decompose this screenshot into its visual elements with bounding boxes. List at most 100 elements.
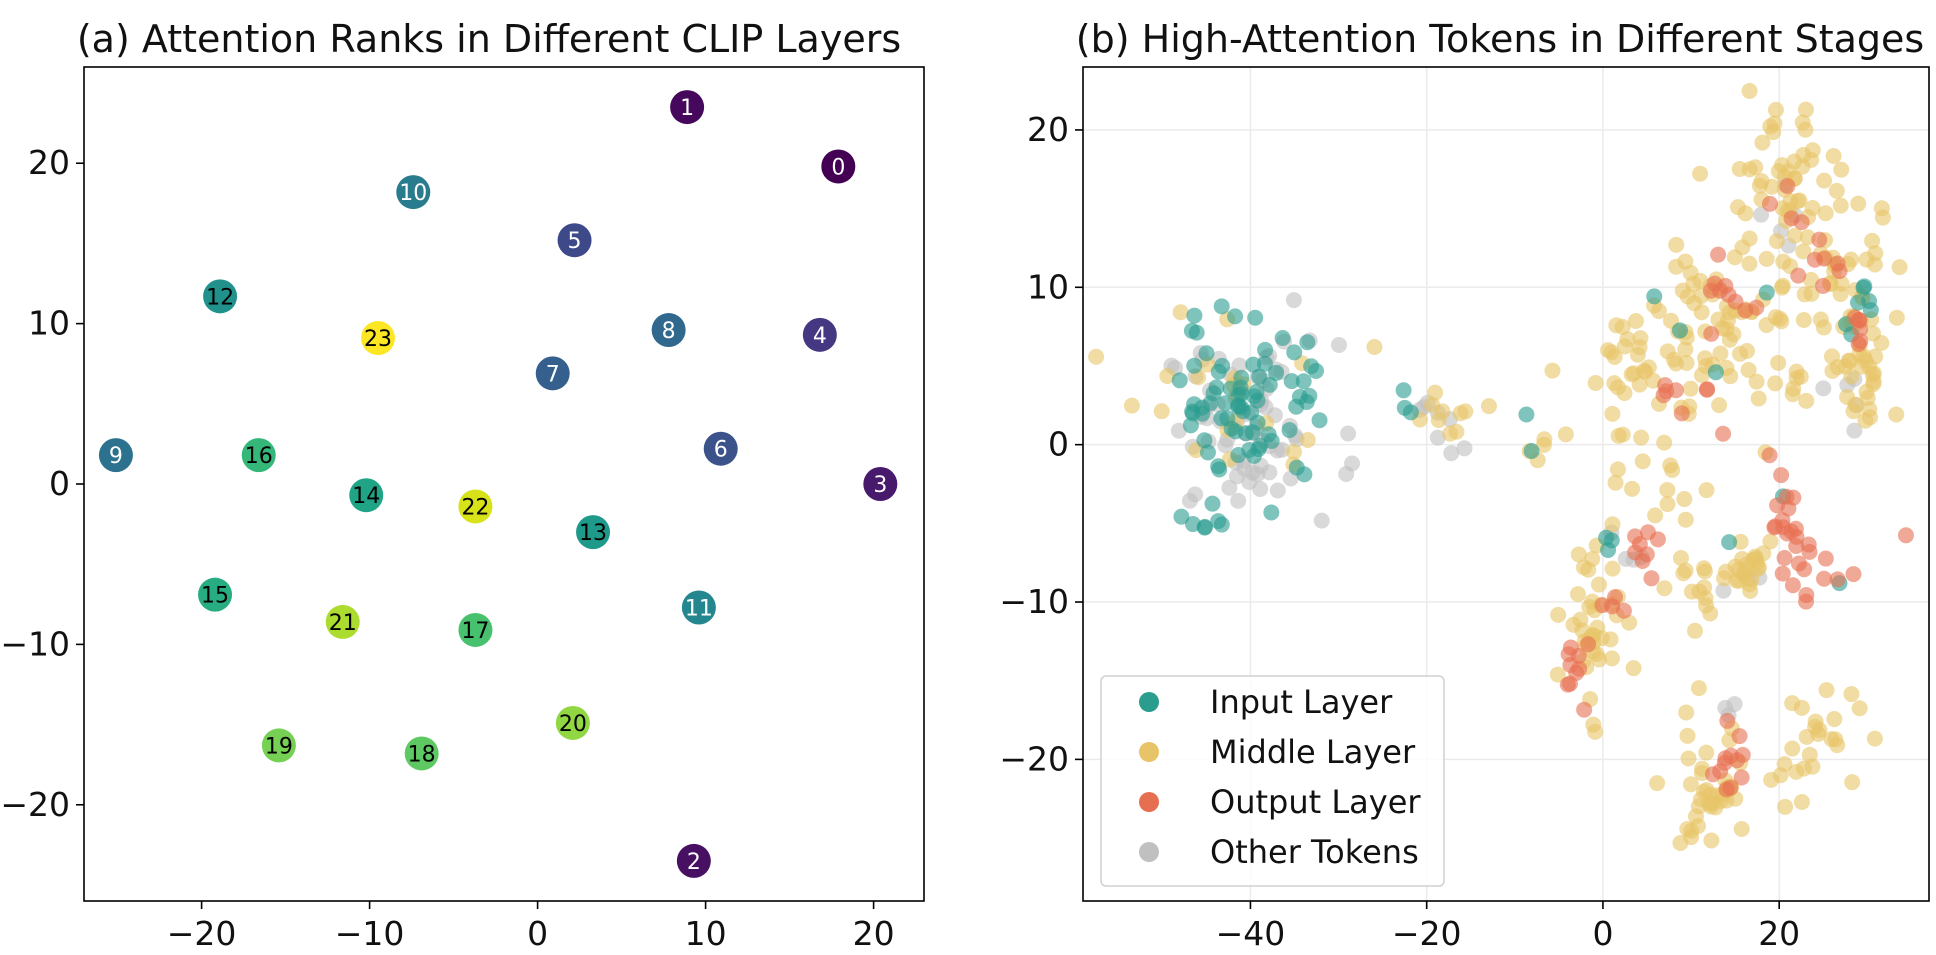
a-point-marker	[555, 705, 590, 740]
b-point	[1213, 298, 1230, 315]
b-point	[1616, 384, 1633, 401]
b-point	[1773, 313, 1790, 330]
b-point	[1758, 284, 1775, 301]
b-point	[1786, 153, 1803, 170]
b-point	[1817, 550, 1834, 567]
a-point-layer-18: 18	[404, 736, 439, 771]
b-point	[1303, 358, 1320, 375]
b-point	[1793, 794, 1810, 811]
b-point	[1773, 467, 1790, 484]
b-point	[1762, 195, 1779, 212]
b-point	[1856, 278, 1873, 295]
b-point	[1593, 630, 1610, 647]
b-point	[1550, 606, 1567, 623]
b-point	[1590, 576, 1607, 593]
b-point	[1844, 774, 1861, 791]
b-point	[1779, 525, 1796, 542]
a-point-layer-14: 14	[349, 478, 384, 513]
b-point	[1862, 409, 1879, 426]
a-point-marker	[651, 313, 686, 348]
b-point	[1755, 545, 1772, 562]
b-point	[1811, 231, 1828, 248]
b-point	[1767, 518, 1784, 535]
b-point	[1783, 210, 1800, 227]
b-point	[1712, 345, 1729, 362]
b-point	[1803, 285, 1820, 302]
legend-marker	[1139, 742, 1159, 762]
b-point	[1682, 380, 1699, 397]
b-point	[1761, 447, 1778, 464]
b-point	[1750, 390, 1767, 407]
a-point-marker	[203, 279, 238, 314]
legend-label: Input Layer	[1210, 683, 1393, 721]
a-point-label: 11	[685, 596, 713, 621]
b-series-output-layer	[1559, 177, 1914, 798]
b-point	[1274, 329, 1291, 346]
b-point	[1891, 259, 1908, 276]
a-point-layer-22: 22	[458, 489, 493, 524]
b-point	[1299, 334, 1316, 351]
a-point-marker	[98, 438, 133, 473]
b-point	[1748, 299, 1765, 316]
b-point	[1774, 565, 1791, 582]
b-point	[1850, 294, 1867, 311]
a-point-label: 0	[831, 155, 845, 180]
b-point	[1677, 341, 1694, 358]
a-point-label: 15	[201, 584, 229, 609]
b-point	[1719, 712, 1736, 729]
b-point	[1625, 660, 1642, 677]
b-point	[1603, 532, 1620, 549]
a-point-layer-1: 1	[670, 90, 705, 125]
b-point	[1784, 386, 1801, 403]
b-point	[1788, 537, 1805, 554]
a-point-marker	[576, 515, 611, 550]
a-point-label: 21	[329, 611, 357, 636]
b-point	[1833, 161, 1850, 178]
a-point-label: 10	[399, 181, 427, 206]
b-point	[1733, 820, 1750, 837]
b-point	[1682, 776, 1699, 793]
b-point	[1188, 324, 1205, 341]
b-ytick-label: 0	[1048, 425, 1069, 464]
b-point	[1268, 364, 1285, 381]
b-point	[1671, 322, 1688, 339]
b-point	[1659, 481, 1676, 498]
a-point-label: 13	[579, 521, 607, 546]
b-point	[1678, 704, 1695, 721]
b-point	[1452, 405, 1469, 422]
b-point	[1676, 491, 1693, 508]
b-point	[1675, 565, 1692, 582]
b-point	[1656, 580, 1673, 597]
a-point-marker	[458, 489, 493, 524]
b-ytick-label: −20	[999, 739, 1069, 778]
b-point	[1544, 362, 1561, 379]
b-point	[1815, 319, 1832, 336]
a-point-marker	[458, 612, 493, 647]
b-point	[1864, 232, 1881, 249]
a-point-layer-3: 3	[863, 467, 898, 501]
a-point-label: 3	[873, 473, 887, 498]
b-point	[1795, 243, 1812, 260]
b-point	[1786, 227, 1803, 244]
b-point	[1800, 536, 1817, 553]
b-point	[1430, 411, 1447, 428]
b-point	[1707, 364, 1724, 381]
b-point	[1230, 492, 1247, 509]
b-point	[1753, 173, 1770, 190]
b-point	[1587, 374, 1604, 391]
b-point	[1845, 403, 1862, 420]
b-point	[1210, 363, 1227, 380]
b-point	[1743, 571, 1760, 588]
b-point	[1829, 571, 1846, 588]
b-point	[1604, 405, 1621, 422]
b-point	[1625, 365, 1642, 382]
a-point-layer-6: 6	[703, 431, 738, 466]
b-point	[1210, 513, 1227, 530]
b-point	[1557, 426, 1574, 443]
b-point	[1803, 271, 1820, 288]
b-point	[1186, 307, 1203, 324]
b-point	[1832, 285, 1849, 302]
b-point	[1677, 511, 1694, 528]
a-xtick-label: 0	[527, 914, 548, 953]
b-point	[1866, 256, 1883, 273]
